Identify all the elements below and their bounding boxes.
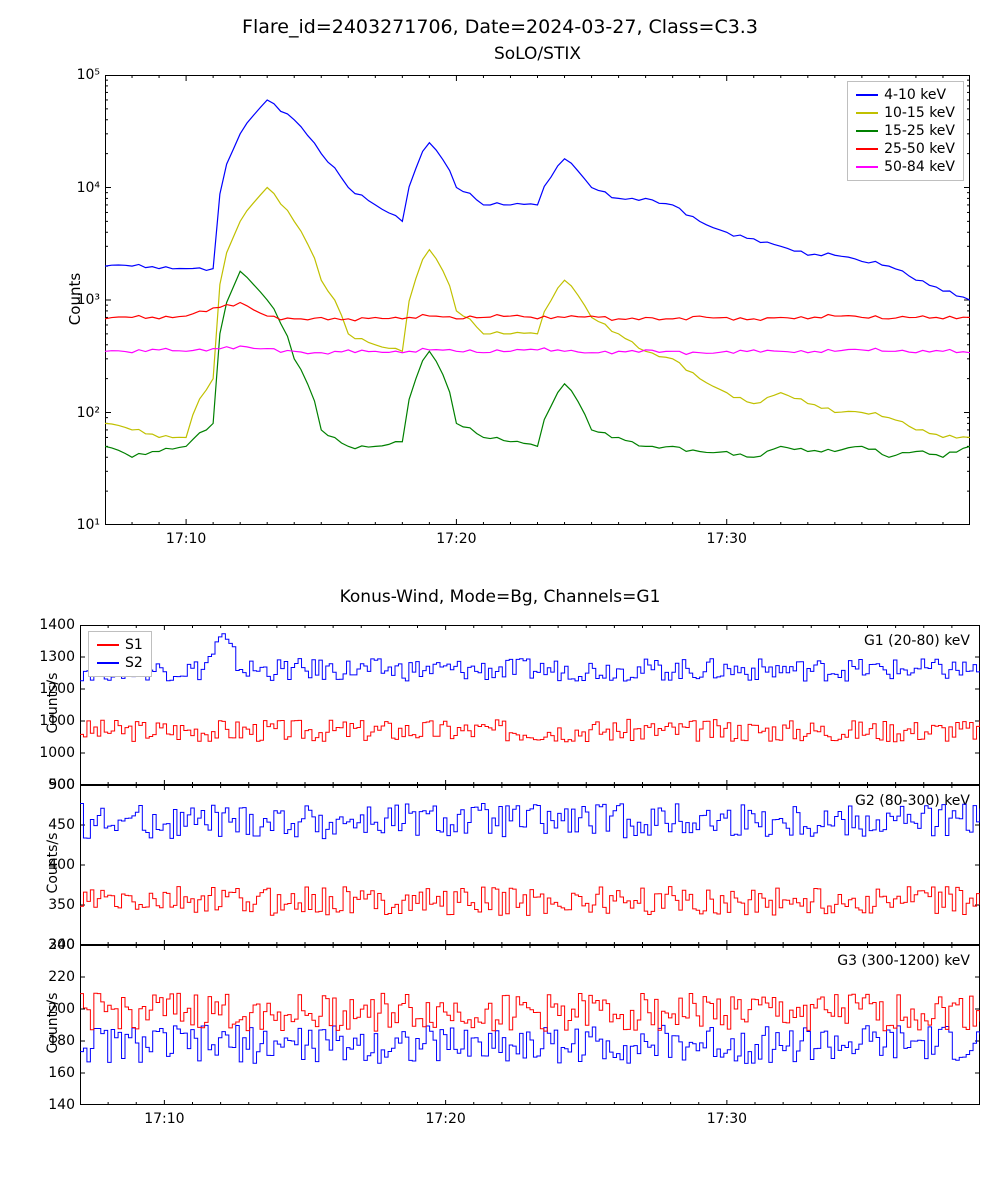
legend-item: S2 [97,654,143,672]
legend-item: 25-50 keV [856,140,955,158]
konus-title: Konus-Wind, Mode=Bg, Channels=G1 [0,587,1000,607]
legend-label: 15-25 keV [884,123,955,139]
konus-svg [80,945,980,1105]
legend-swatch [856,148,878,150]
stix-ytick-label: 10⁴ [60,180,100,196]
stix-ytick-label: 10¹ [60,517,100,533]
figure: { "figure": { "width": 1000, "height": 1… [0,0,1000,1200]
legend-swatch [97,644,119,646]
legend-label: S2 [125,655,143,671]
legend-swatch [856,166,878,168]
stix-xtick-label: 17:10 [166,531,206,547]
konus-ytick-label: 200 [35,1001,75,1017]
legend-label: 10-15 keV [884,105,955,121]
konus-ytick-label: 350 [35,897,75,913]
konus-ytick-label: 160 [35,1065,75,1081]
legend-swatch [97,662,119,664]
konus-xtick-label: 17:30 [707,1111,747,1127]
legend-item: 4-10 keV [856,86,955,104]
stix-ytick-label: 10⁵ [60,67,100,83]
legend-swatch [856,94,878,96]
konus-xtick-label: 17:20 [425,1111,465,1127]
stix-legend: 4-10 keV 10-15 keV 15-25 keV 25-50 keV 50-84… [847,81,964,181]
legend-swatch [856,112,878,114]
stix-xtick-label: 17:30 [707,531,747,547]
stix-ytick-label: 10³ [60,292,100,308]
stix-svg [105,75,970,525]
legend-label: 25-50 keV [884,141,955,157]
konus-svg [80,625,980,785]
stix-xtick-label: 17:20 [436,531,476,547]
main-title: Flare_id=2403271706, Date=2024-03-27, Cl… [0,16,1000,38]
konus-ytick-label: 140 [35,1097,75,1113]
konus-ytick-label: 1200 [35,681,75,697]
konus-ytick-label: 1300 [35,649,75,665]
konus-ytick-label: 240 [35,937,75,953]
stix-ytick-label: 10² [60,405,100,421]
legend-item: 50-84 keV [856,158,955,176]
legend-item: 15-25 keV [856,122,955,140]
konus-ytick-label: 220 [35,969,75,985]
konus-svg [80,785,980,945]
konus-xtick-label: 17:10 [144,1111,184,1127]
konus-ytick-label: 500 [35,777,75,793]
legend-item: S1 [97,636,143,654]
legend-swatch [856,130,878,132]
legend-item: 10-15 keV [856,104,955,122]
legend-label: 50-84 keV [884,159,955,175]
konus-ytick-label: 400 [35,857,75,873]
top-panel-title: SoLO/STIX [38,44,1000,64]
konus-ytick-label: 1000 [35,745,75,761]
konus-ytick-label: 450 [35,817,75,833]
konus-ytick-label: 1100 [35,713,75,729]
konus-ytick-label: 1400 [35,617,75,633]
legend-label: 4-10 keV [884,87,946,103]
konus-legend: S1S2 [88,631,152,677]
legend-label: S1 [125,637,143,653]
konus-ytick-label: 180 [35,1033,75,1049]
